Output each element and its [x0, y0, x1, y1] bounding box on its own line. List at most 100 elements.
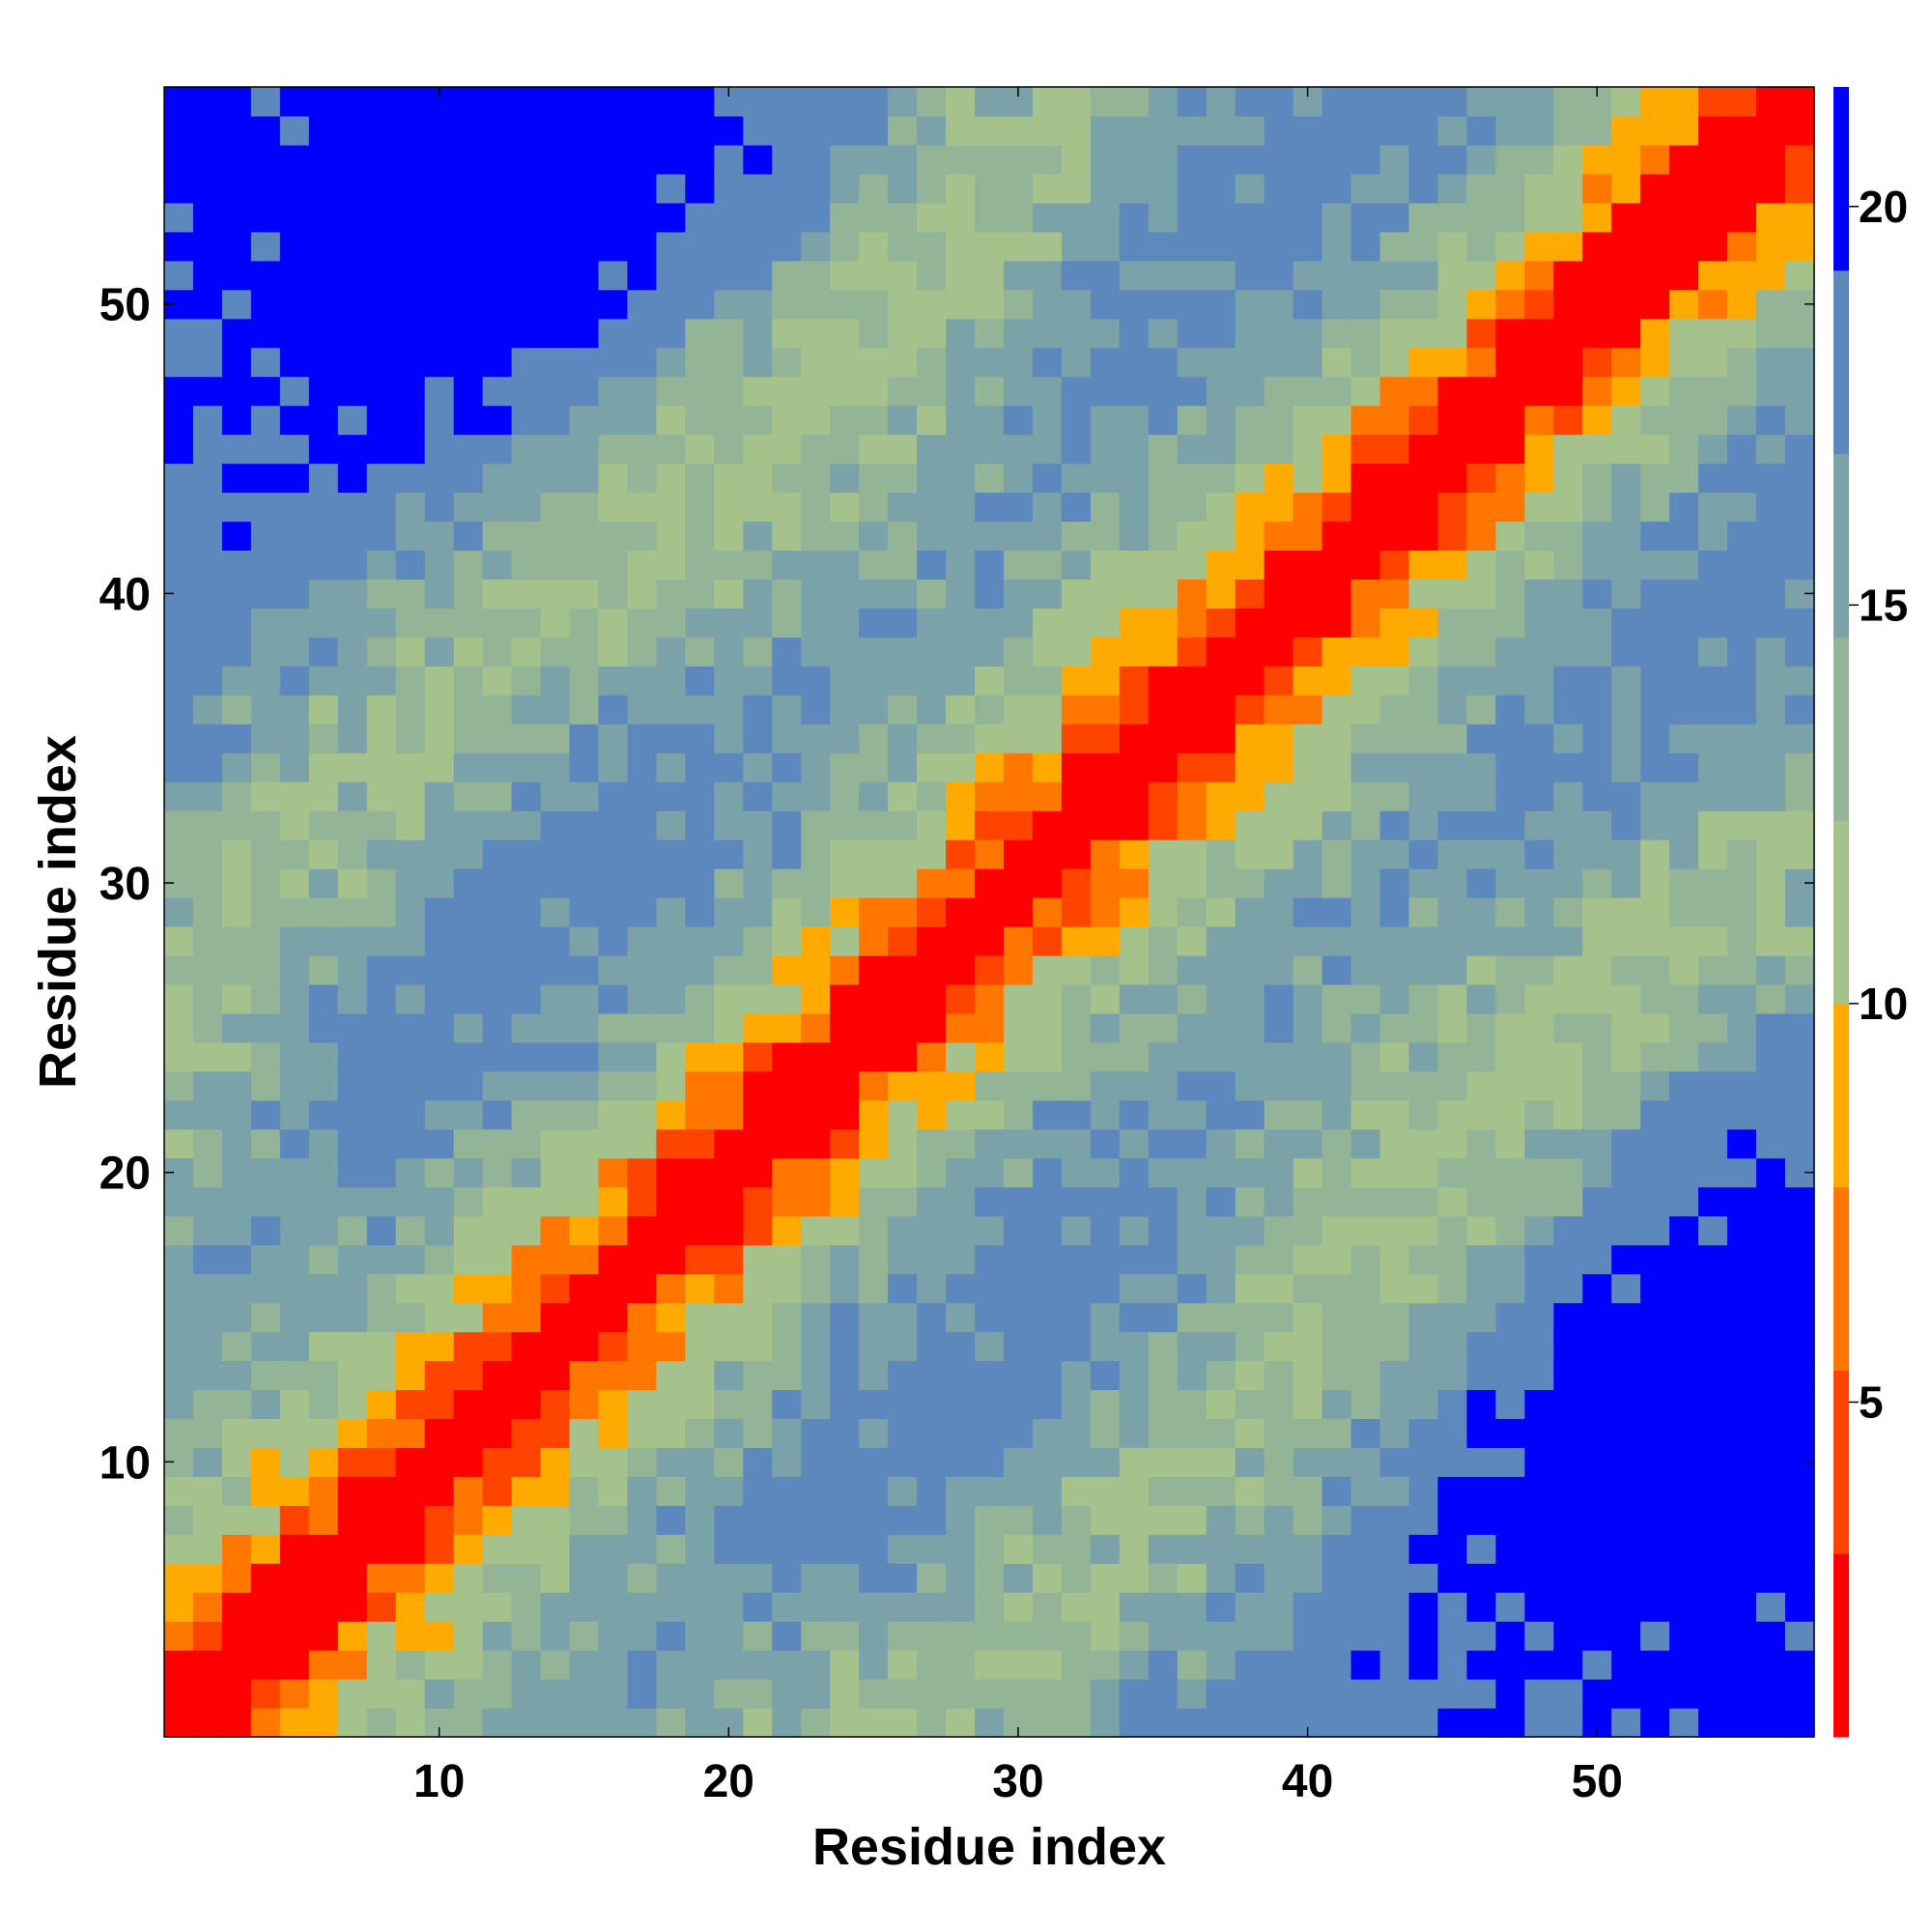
heatmap-cell: [1177, 724, 1208, 753]
heatmap-cell: [1090, 1621, 1121, 1651]
heatmap-cell: [482, 1563, 513, 1593]
heatmap-cell: [1466, 1215, 1496, 1246]
heatmap-cell: [1727, 1360, 1757, 1391]
heatmap-cell: [1032, 1331, 1063, 1362]
heatmap-cell: [366, 144, 397, 175]
colorbar-segment: [1833, 1553, 1849, 1738]
heatmap-cell: [1032, 87, 1063, 117]
heatmap-cell: [1350, 983, 1381, 1014]
heatmap-cell: [1264, 1418, 1294, 1448]
heatmap-cell: [975, 1389, 1005, 1419]
heatmap-cell: [511, 521, 542, 552]
heatmap-cell: [1264, 405, 1294, 436]
heatmap-cell: [540, 173, 571, 204]
heatmap-cell: [1582, 347, 1612, 378]
heatmap-cell: [1785, 608, 1815, 638]
heatmap-cell: [946, 753, 976, 782]
heatmap-cell: [801, 1476, 831, 1506]
heatmap-cell: [1090, 1360, 1121, 1391]
heatmap-cell: [1003, 1592, 1034, 1622]
heatmap-cell: [1611, 1476, 1641, 1506]
heatmap-cell: [1350, 289, 1381, 320]
heatmap-cell: [917, 521, 947, 552]
heatmap-cell: [1727, 1302, 1757, 1333]
heatmap-cell: [656, 1012, 686, 1043]
heatmap-cell: [1061, 608, 1092, 638]
heatmap-cell: [1553, 1447, 1583, 1477]
heatmap-cell: [1264, 608, 1294, 638]
heatmap-cell: [1032, 897, 1063, 927]
heatmap-cell: [1350, 1012, 1381, 1043]
heatmap-cell: [569, 463, 600, 494]
heatmap-cell: [395, 897, 426, 927]
heatmap-cell: [1321, 1679, 1352, 1709]
heatmap-cell: [1669, 1592, 1699, 1622]
heatmap-cell: [1727, 1621, 1757, 1651]
heatmap-cell: [656, 897, 686, 927]
heatmap-cell: [598, 1331, 629, 1362]
heatmap-cell: [1350, 144, 1381, 175]
heatmap-cell: [1698, 347, 1728, 378]
heatmap-cell: [1379, 695, 1410, 724]
x-tick-label: 20: [703, 1756, 754, 1807]
heatmap-cell: [1582, 202, 1612, 233]
heatmap-cell: [569, 1273, 600, 1304]
heatmap-cell: [366, 1099, 397, 1130]
heatmap-cell: [888, 1273, 918, 1304]
heatmap-cell: [424, 1099, 455, 1130]
heatmap-cell: [1640, 1708, 1670, 1738]
heatmap-cell: [1379, 724, 1410, 753]
heatmap-cell: [1524, 1012, 1554, 1043]
heatmap-cell: [1148, 839, 1179, 869]
heatmap-cell: [801, 1302, 831, 1333]
heatmap-cell: [1235, 521, 1265, 552]
heatmap-cell: [946, 695, 976, 724]
heatmap-cell: [1061, 550, 1092, 580]
heatmap-cell: [1090, 463, 1121, 494]
heatmap-cell: [946, 1128, 976, 1159]
heatmap-cell: [192, 1679, 223, 1709]
heatmap-cell: [598, 376, 629, 407]
heatmap-cell: [1640, 318, 1670, 349]
heatmap-cell: [917, 1157, 947, 1188]
heatmap-cell: [801, 463, 831, 494]
heatmap-cell: [1582, 115, 1612, 146]
heatmap-cell: [1495, 1418, 1525, 1448]
heatmap-cell: [1466, 954, 1496, 985]
heatmap-cell: [511, 87, 542, 117]
heatmap-cell: [656, 376, 686, 407]
heatmap-cell: [1553, 1070, 1583, 1101]
heatmap-cell: [1756, 1157, 1786, 1188]
heatmap-cell: [627, 1679, 657, 1709]
heatmap-cell: [1350, 868, 1381, 898]
heatmap-cell: [1293, 666, 1323, 696]
heatmap-cell: [1264, 1621, 1294, 1651]
heatmap-cell: [569, 695, 600, 724]
heatmap-cell: [1611, 1563, 1641, 1593]
heatmap-cell: [279, 1650, 310, 1680]
heatmap-cell: [714, 1302, 744, 1333]
heatmap-cell: [192, 1505, 223, 1535]
heatmap-cell: [1148, 1128, 1179, 1159]
heatmap-cell: [1669, 463, 1699, 494]
heatmap-cell: [1148, 521, 1179, 552]
heatmap-cell: [250, 492, 281, 523]
heatmap-cell: [946, 1563, 976, 1593]
heatmap-cell: [1206, 1389, 1236, 1419]
heatmap-cell: [1061, 202, 1092, 233]
heatmap-cell: [250, 318, 281, 349]
heatmap-cell: [453, 1447, 484, 1477]
heatmap-cell: [1206, 202, 1236, 233]
heatmap-cell: [1495, 781, 1525, 811]
heatmap-cell: [366, 434, 397, 465]
heatmap-cell: [946, 666, 976, 696]
heatmap-cell: [540, 144, 571, 175]
heatmap-cell: [714, 608, 744, 638]
heatmap-cell: [946, 637, 976, 667]
heatmap-cell: [743, 173, 773, 204]
heatmap-cell: [1321, 954, 1352, 985]
heatmap-cell: [1119, 954, 1150, 985]
heatmap-cell: [975, 781, 1005, 811]
heatmap-cell: [482, 347, 513, 378]
heatmap-cell: [656, 260, 686, 291]
